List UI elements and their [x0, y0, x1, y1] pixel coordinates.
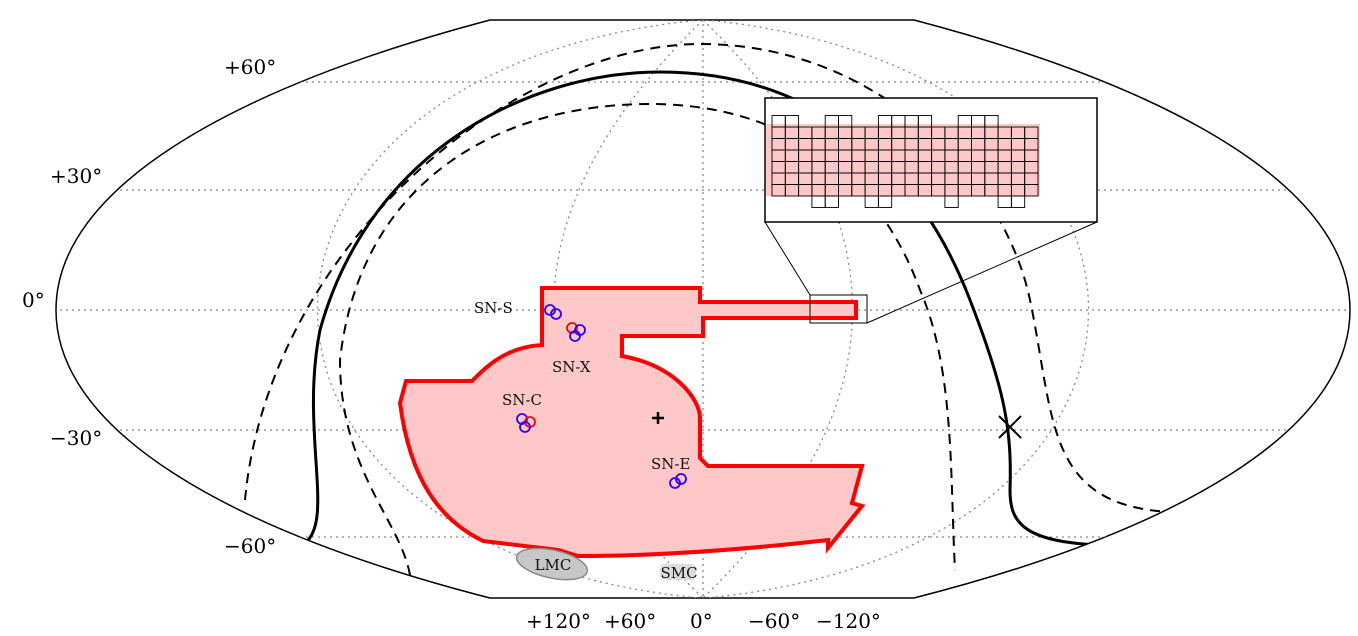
map-boundary	[55, 19, 1351, 599]
lon-label-minus-60: −60°	[748, 609, 800, 633]
zoom-source-box	[809, 294, 868, 324]
ccd-cell	[917, 115, 933, 128]
sn-x-label: SN-X	[552, 358, 591, 376]
lat-label-zero: 0°	[22, 288, 45, 312]
inset-footprint-strip	[766, 124, 1040, 196]
ccd-cell	[784, 115, 800, 128]
survey-footprint	[397, 286, 866, 559]
cross-marker	[998, 415, 1022, 439]
lon-label-minus-120: −120°	[816, 609, 881, 633]
lat-label-plus-60: +60°	[224, 55, 276, 79]
lon-label-plus-60: +60°	[604, 609, 656, 633]
sn-x-ring-red	[566, 322, 578, 334]
lmc-ellipse	[515, 547, 589, 581]
lon-label-zero: 0°	[690, 609, 713, 633]
sn-s-label: SN-S	[474, 299, 513, 317]
ccd-cell	[944, 195, 959, 208]
sn-c-ring-1	[516, 413, 528, 425]
ccd-grid	[771, 115, 1039, 208]
sn-e-label: SN-E	[651, 455, 690, 473]
lat-label-plus-30: +30°	[50, 164, 102, 188]
sn-c-ring-2	[519, 421, 531, 433]
ccd-cell	[824, 195, 839, 208]
lmc-label: LMC	[535, 556, 572, 574]
smc-label: SMC	[660, 564, 697, 582]
ccd-cell	[984, 115, 999, 128]
sn-s-ring-2	[550, 308, 562, 320]
sn-c-label: SN-C	[502, 391, 542, 409]
zoom-inset	[764, 97, 1098, 223]
lon-label-plus-120: +120°	[526, 609, 591, 633]
galactic-plane-inner-dashed	[338, 102, 956, 576]
galactic-plane-solid	[304, 70, 1101, 547]
sn-e-ring-1	[669, 477, 681, 489]
zoom-connector-left	[764, 221, 811, 296]
sn-x-ring-2	[569, 330, 581, 342]
zoom-connector-right	[866, 221, 1098, 324]
ccd-cell	[1024, 184, 1039, 197]
sn-e-ring-2	[675, 473, 687, 485]
sn-s-ring-1	[544, 304, 556, 316]
lat-label-minus-60: −60°	[224, 534, 276, 558]
smc-blob	[660, 564, 696, 580]
plus-marker	[652, 412, 664, 424]
ccd-cell	[877, 195, 893, 208]
lat-label-minus-30: −30°	[50, 426, 102, 450]
ccd-cell	[1010, 195, 1026, 208]
ccd-cell	[838, 115, 853, 128]
